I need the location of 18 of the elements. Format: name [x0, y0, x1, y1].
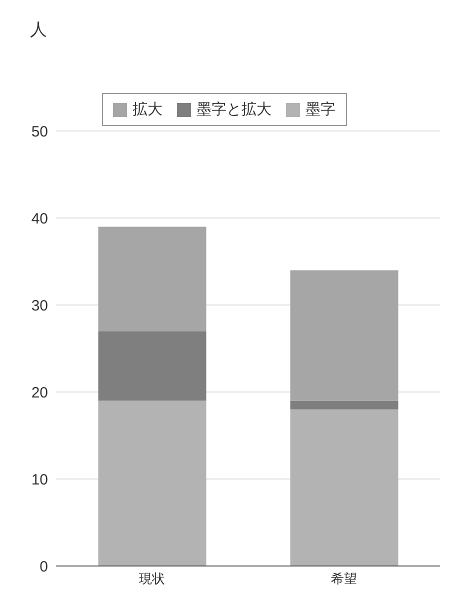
x-tick-label: 希望	[331, 571, 357, 586]
bar	[98, 331, 206, 401]
legend-label: 拡大	[132, 100, 162, 119]
bar	[290, 270, 398, 401]
legend-label: 墨字と拡大	[196, 100, 272, 119]
bar	[290, 400, 398, 410]
x-tick-label: 現状	[139, 571, 165, 586]
bar	[98, 400, 206, 566]
bar	[290, 409, 398, 566]
y-axis-title: 人	[30, 19, 47, 41]
y-tick-label: 20	[31, 384, 48, 402]
y-tick-label: 30	[31, 297, 48, 314]
legend-label: 墨字	[304, 100, 336, 119]
y-tick-label: 10	[31, 471, 48, 488]
bar	[98, 226, 206, 332]
y-tick-label: 50	[31, 123, 48, 140]
y-tick-label: 40	[31, 210, 48, 228]
y-tick-label: 0	[40, 558, 48, 576]
